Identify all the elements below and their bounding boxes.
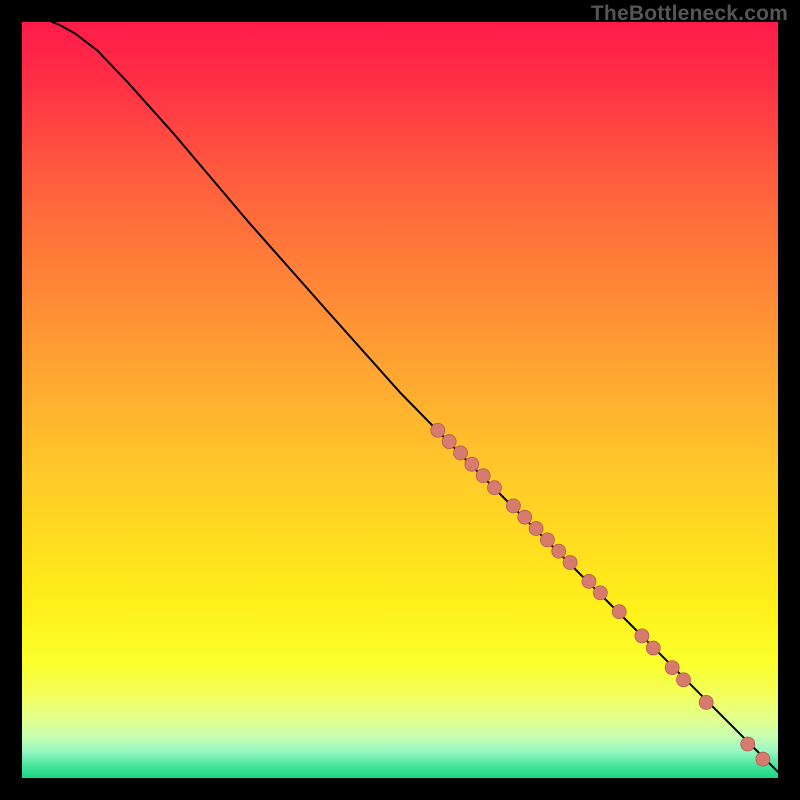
data-marker (442, 435, 456, 449)
data-marker (518, 510, 532, 524)
data-marker (612, 605, 626, 619)
data-marker (582, 574, 596, 588)
plot-svg (22, 22, 778, 778)
data-marker (540, 533, 554, 547)
data-marker (635, 629, 649, 643)
data-marker (476, 469, 490, 483)
data-marker (529, 522, 543, 536)
chart-frame: TheBottleneck.com (0, 0, 800, 800)
data-marker (431, 423, 445, 437)
data-marker (506, 499, 520, 513)
data-marker (677, 673, 691, 687)
gradient-background (22, 22, 778, 778)
data-marker (453, 446, 467, 460)
data-marker (563, 556, 577, 570)
data-marker (593, 586, 607, 600)
data-marker (665, 661, 679, 675)
data-marker (741, 737, 755, 751)
data-marker (488, 481, 502, 495)
data-marker (552, 544, 566, 558)
data-marker (699, 695, 713, 709)
data-marker (756, 752, 770, 766)
data-marker (465, 457, 479, 471)
data-marker (646, 641, 660, 655)
